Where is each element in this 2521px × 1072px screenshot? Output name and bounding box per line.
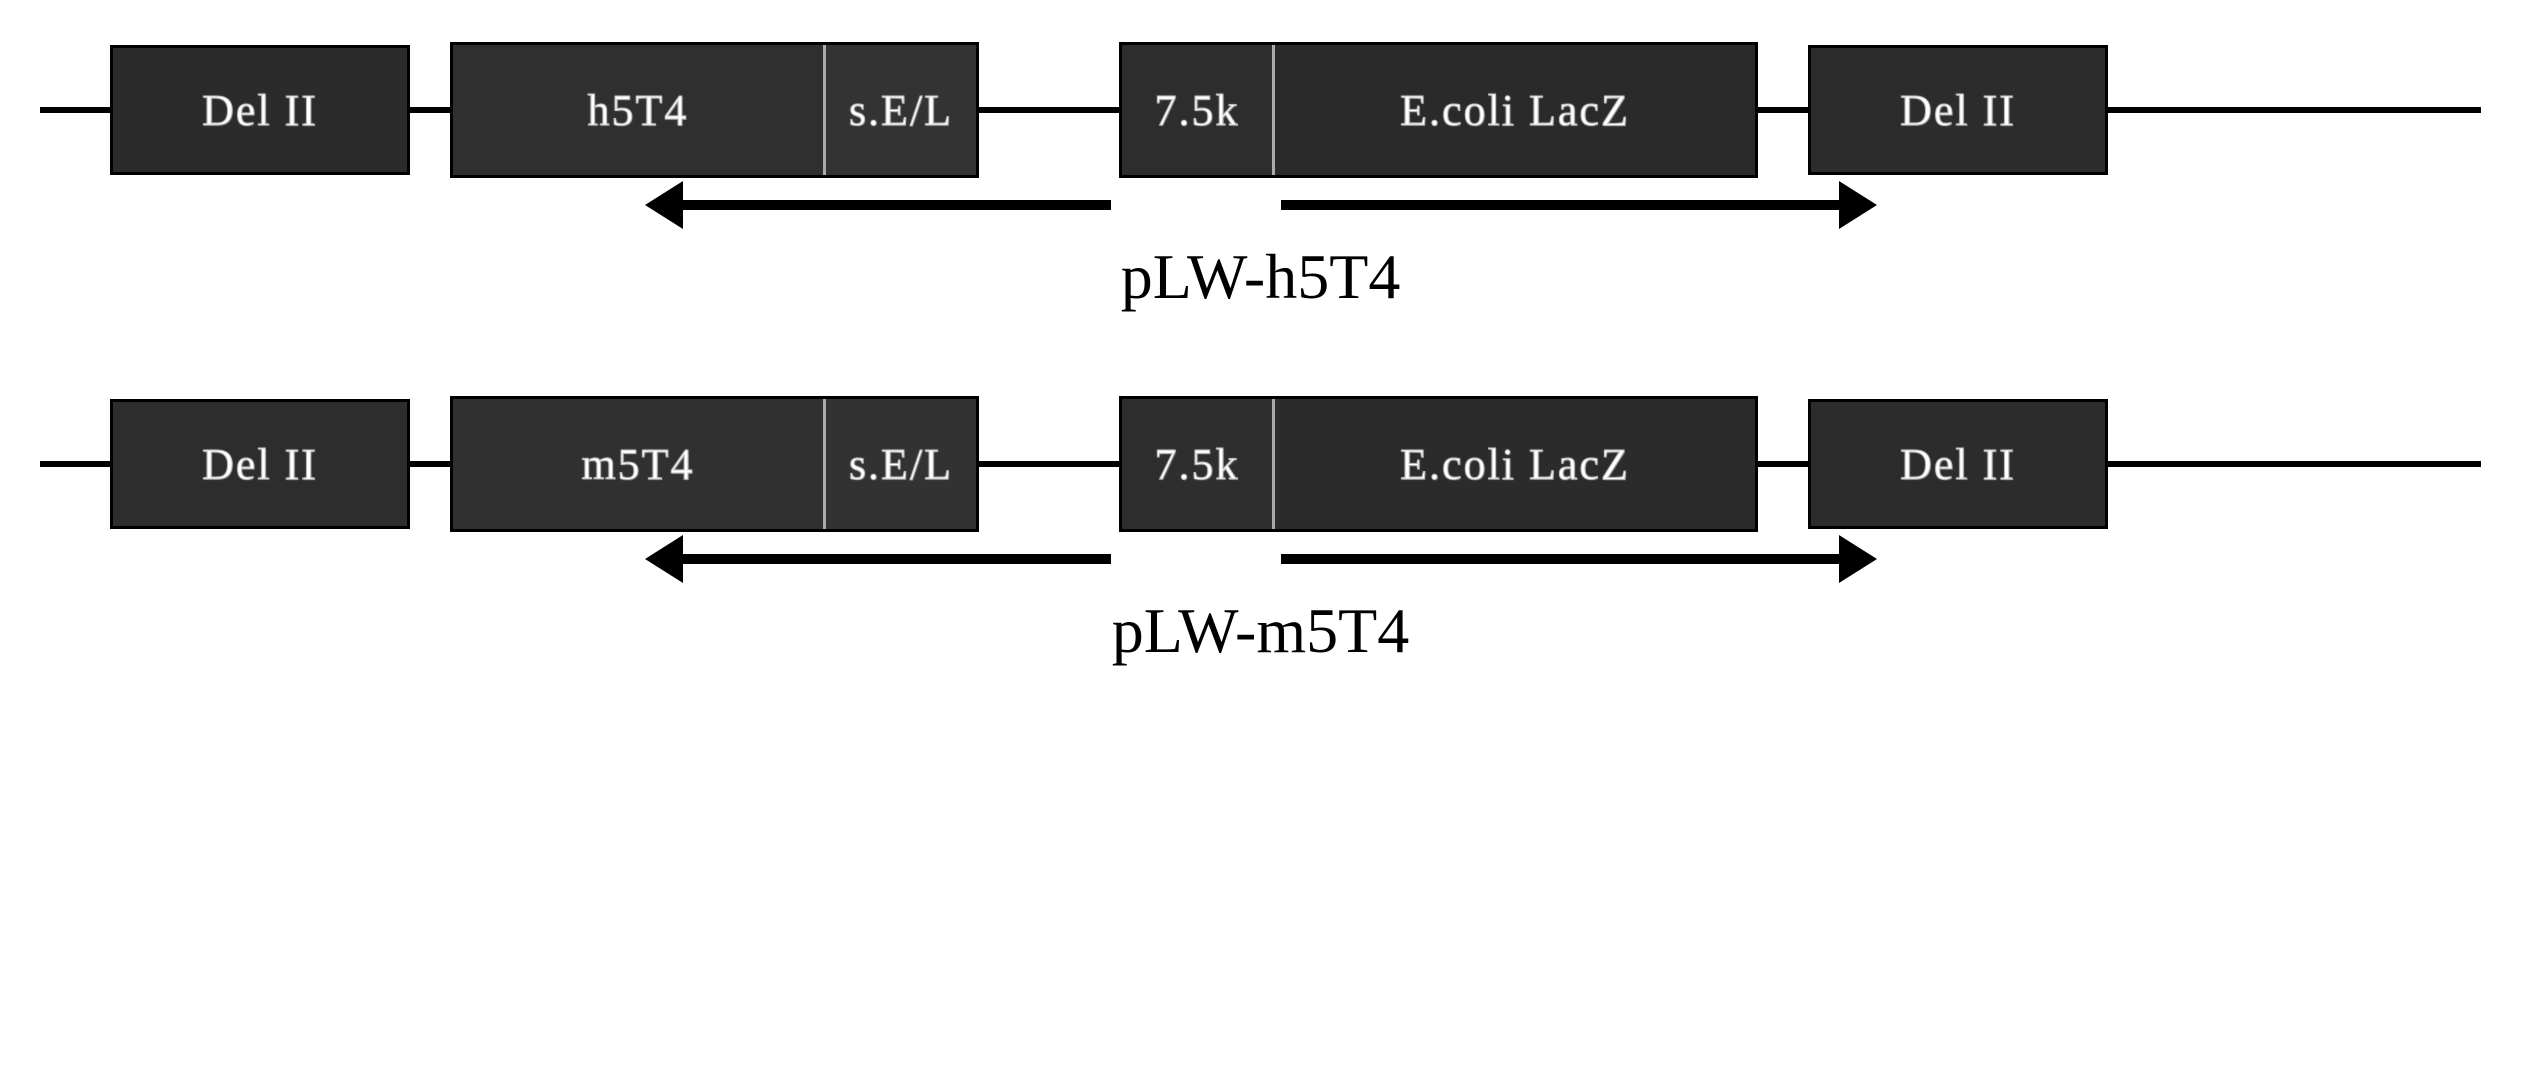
construct-title: pLW-m5T4 xyxy=(40,594,2481,668)
gene-segment: Del II xyxy=(1808,45,2108,175)
gene-segment-group: h5T4s.E/L xyxy=(450,42,979,178)
arrow-right-icon xyxy=(1281,200,1841,210)
gene-track: Del II m5T4s.E/L 7.5kE.coli LacZ Del II xyxy=(40,394,2481,534)
gap xyxy=(40,461,110,467)
gap xyxy=(410,107,450,113)
gap xyxy=(2108,461,2198,467)
construct-0: Del II h5T4s.E/L 7.5kE.coli LacZ Del II pLW-… xyxy=(40,40,2481,314)
construct-title: pLW-h5T4 xyxy=(40,240,2481,314)
gap xyxy=(1758,461,1808,467)
transcription-arrows xyxy=(40,554,2481,564)
gene-segment: Del II xyxy=(1808,399,2108,529)
gene-segment-group: 7.5kE.coli LacZ xyxy=(1119,396,1758,532)
gene-segment-group: 7.5kE.coli LacZ xyxy=(1119,42,1758,178)
construct-1: Del II m5T4s.E/L 7.5kE.coli LacZ Del II pLW-… xyxy=(40,394,2481,668)
gap xyxy=(979,107,1119,113)
gene-segment: h5T4 xyxy=(453,45,823,175)
arrow-left-icon xyxy=(681,200,1111,210)
gap xyxy=(979,461,1119,467)
gap xyxy=(1758,107,1808,113)
gene-segment: s.E/L xyxy=(826,45,976,175)
transcription-arrows xyxy=(40,200,2481,210)
arrow-left-icon xyxy=(681,554,1111,564)
gene-segment: Del II xyxy=(110,399,410,529)
gene-segment: E.coli LacZ xyxy=(1275,399,1755,529)
gene-segment: m5T4 xyxy=(453,399,823,529)
gene-segment: Del II xyxy=(110,45,410,175)
gene-segment: s.E/L xyxy=(826,399,976,529)
gene-track: Del II h5T4s.E/L 7.5kE.coli LacZ Del II xyxy=(40,40,2481,180)
gene-segment: E.coli LacZ xyxy=(1275,45,1755,175)
gene-segment-group: m5T4s.E/L xyxy=(450,396,979,532)
arrow-right-icon xyxy=(1281,554,1841,564)
segments-row: Del II m5T4s.E/L 7.5kE.coli LacZ Del II xyxy=(40,394,2481,534)
plasmid-constructs-diagram: Del IIh5T4s.E/L7.5kE.coli LacZDel IIpLW-… xyxy=(40,40,2481,668)
gene-segment: 7.5k xyxy=(1122,399,1272,529)
gene-segment: 7.5k xyxy=(1122,45,1272,175)
gap xyxy=(40,107,110,113)
gap xyxy=(410,461,450,467)
segments-row: Del II h5T4s.E/L 7.5kE.coli LacZ Del II xyxy=(40,40,2481,180)
gap xyxy=(2108,107,2198,113)
